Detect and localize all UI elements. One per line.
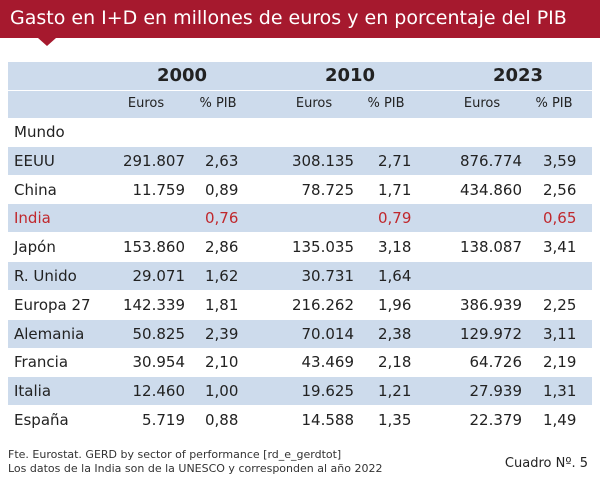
cell-value: 1,96 bbox=[378, 295, 412, 314]
title: Gasto en I+D en millones de euros y en p… bbox=[10, 7, 567, 29]
row-label: Italia bbox=[14, 382, 52, 401]
row-label: EEUU bbox=[14, 151, 55, 170]
cell-value: 1,35 bbox=[378, 411, 412, 429]
cell-value: 2,25 bbox=[543, 295, 577, 314]
column-header: Euros bbox=[127, 96, 165, 111]
row-label: R. Unido bbox=[14, 267, 77, 285]
cell-value: 129.972 bbox=[459, 324, 522, 343]
cell-value: 876.774 bbox=[459, 151, 522, 170]
cell-value: 216.262 bbox=[291, 295, 354, 314]
year-header: 2023 bbox=[492, 65, 544, 86]
cell-value: 2,18 bbox=[378, 353, 412, 372]
row-label: Francia bbox=[14, 353, 69, 372]
table-row bbox=[8, 406, 592, 435]
cell-value: 29.071 bbox=[132, 267, 186, 285]
footnote: Los datos de la India son de la UNESCO y… bbox=[8, 462, 383, 475]
cell-value: 0,89 bbox=[205, 180, 239, 199]
row-label: India bbox=[14, 209, 51, 228]
cell-value: 2,71 bbox=[378, 151, 412, 170]
table-row bbox=[8, 319, 592, 349]
cell-value: 142.339 bbox=[122, 295, 185, 314]
table-number: Cuadro Nº. 5 bbox=[504, 456, 588, 471]
cell-value: 1,81 bbox=[205, 295, 239, 314]
cell-value: 78.725 bbox=[301, 180, 355, 199]
cell-value: 2,86 bbox=[205, 238, 239, 257]
column-header: Euros bbox=[295, 96, 333, 111]
column-header: % PIB bbox=[367, 96, 405, 111]
cell-value: 12.460 bbox=[132, 382, 186, 401]
cell-value: 70.014 bbox=[301, 324, 355, 343]
cell-value: 1,00 bbox=[205, 382, 239, 401]
cell-value: 1,64 bbox=[378, 267, 412, 285]
cell-value: 0,88 bbox=[205, 411, 239, 429]
cell-value: 3,59 bbox=[543, 151, 577, 170]
cell-value: 11.759 bbox=[132, 180, 186, 199]
cell-value: 2,10 bbox=[205, 353, 239, 372]
column-header: % PIB bbox=[535, 96, 573, 111]
table-row bbox=[8, 262, 592, 291]
cell-value: 19.625 bbox=[301, 382, 355, 401]
row-label: Alemania bbox=[14, 324, 85, 343]
year-header: 2000 bbox=[156, 65, 208, 86]
cell-value: 2,63 bbox=[205, 151, 239, 170]
table-row bbox=[8, 118, 592, 147]
cell-value: 1,62 bbox=[205, 267, 239, 285]
cell-value: 0,65 bbox=[543, 209, 577, 228]
row-label: China bbox=[14, 180, 57, 199]
cell-value: 308.135 bbox=[291, 151, 354, 170]
cell-value: 64.726 bbox=[469, 353, 523, 372]
table-row bbox=[8, 290, 592, 320]
cell-value: 3,18 bbox=[378, 238, 412, 257]
cell-value: 3,11 bbox=[543, 324, 577, 343]
table-row bbox=[8, 146, 592, 176]
cell-value: 2,19 bbox=[543, 353, 577, 372]
table-row bbox=[8, 233, 592, 263]
header-divider bbox=[8, 90, 592, 91]
cell-value: 50.825 bbox=[132, 324, 186, 343]
cell-value: 5.719 bbox=[142, 411, 185, 429]
cell-value: 2,56 bbox=[543, 180, 577, 199]
year-header: 2010 bbox=[324, 65, 376, 86]
row-label: Japón bbox=[14, 238, 56, 257]
table-row bbox=[8, 175, 592, 205]
cell-value: 291.807 bbox=[122, 151, 185, 170]
cell-value: 1,71 bbox=[378, 180, 412, 199]
cell-value: 0,76 bbox=[205, 209, 239, 228]
cell-value: 30.731 bbox=[301, 267, 355, 285]
column-header: Euros bbox=[463, 96, 501, 111]
cell-value: 22.379 bbox=[469, 411, 523, 429]
table-row bbox=[8, 204, 592, 234]
cell-value: 27.939 bbox=[469, 382, 523, 401]
cell-value: 3,41 bbox=[543, 238, 577, 257]
table-row bbox=[8, 377, 592, 407]
cell-value: 1,21 bbox=[378, 382, 412, 401]
cell-value: 2,39 bbox=[205, 324, 239, 343]
title-notch bbox=[38, 38, 56, 46]
cell-value: 0,79 bbox=[378, 209, 412, 228]
cell-value: 138.087 bbox=[459, 238, 522, 257]
source-note: Fte. Eurostat. GERD by sector of perform… bbox=[8, 448, 342, 461]
column-header: % PIB bbox=[199, 96, 237, 111]
cell-value: 30.954 bbox=[132, 353, 186, 372]
title-bar bbox=[0, 0, 600, 38]
table-row bbox=[8, 348, 592, 378]
cell-value: 2,38 bbox=[378, 324, 412, 343]
cell-value: 14.588 bbox=[301, 411, 355, 429]
cell-value: 434.860 bbox=[459, 180, 522, 199]
row-label: Europa 27 bbox=[14, 295, 91, 314]
cell-value: 153.860 bbox=[122, 238, 185, 257]
cell-value: 386.939 bbox=[459, 295, 522, 314]
cell-value: 1,49 bbox=[543, 411, 577, 429]
cell-value: 1,31 bbox=[543, 382, 577, 401]
row-label: Mundo bbox=[14, 123, 65, 141]
row-label: España bbox=[14, 411, 69, 429]
cell-value: 135.035 bbox=[291, 238, 354, 257]
cell-value: 43.469 bbox=[301, 353, 355, 372]
